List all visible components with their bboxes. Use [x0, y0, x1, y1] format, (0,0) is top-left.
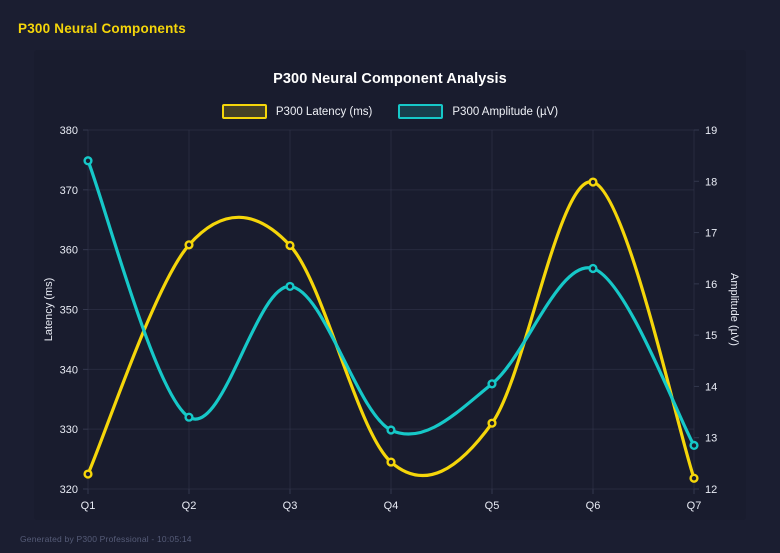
svg-text:15: 15: [705, 330, 717, 342]
svg-text:Amplitude (µV): Amplitude (µV): [728, 273, 740, 346]
svg-text:330: 330: [60, 424, 78, 436]
footer-status-text: Generated by P300 Professional - 10:05:1…: [20, 534, 192, 544]
svg-text:Q6: Q6: [586, 500, 601, 512]
legend-label-amplitude: P300 Amplitude (µV): [452, 105, 559, 118]
svg-text:Q1: Q1: [81, 500, 96, 512]
svg-text:Q3: Q3: [283, 500, 298, 512]
legend-swatch-latency: [221, 104, 267, 119]
svg-text:19: 19: [705, 125, 717, 137]
svg-text:12: 12: [705, 484, 717, 496]
legend-item-latency[interactable]: P300 Latency (ms): [221, 104, 373, 119]
svg-text:16: 16: [705, 279, 717, 291]
svg-text:Q4: Q4: [384, 500, 399, 512]
legend-swatch-amplitude: [398, 104, 444, 119]
svg-text:18: 18: [705, 176, 717, 188]
chart-title: P300 Neural Component Analysis: [273, 71, 507, 87]
svg-text:Q5: Q5: [485, 500, 500, 512]
page-title: P300 Neural Components: [18, 21, 186, 36]
chart-panel: P300 Neural Component Analysis P300 Late…: [34, 50, 746, 520]
svg-text:370: 370: [60, 185, 78, 197]
chart-plot-area: 320 330 340 350 360 370 380 12 13 14 15 16 17 18 19 Q1 Q…: [43, 125, 740, 512]
svg-text:Latency (ms): Latency (ms): [43, 278, 55, 342]
svg-text:360: 360: [60, 245, 78, 257]
svg-text:14: 14: [705, 381, 717, 393]
svg-text:13: 13: [705, 433, 717, 445]
svg-text:17: 17: [705, 228, 717, 240]
svg-text:340: 340: [60, 364, 78, 376]
svg-text:320: 320: [60, 484, 78, 496]
chart-legend: P300 Latency (ms) P300 Amplitude (µV): [34, 104, 746, 119]
svg-text:Q7: Q7: [687, 500, 702, 512]
svg-text:380: 380: [60, 125, 78, 137]
svg-text:350: 350: [60, 305, 78, 317]
legend-label-latency: P300 Latency (ms): [275, 105, 373, 118]
legend-item-amplitude[interactable]: P300 Amplitude (µV): [398, 104, 558, 119]
svg-text:Q2: Q2: [182, 500, 197, 512]
